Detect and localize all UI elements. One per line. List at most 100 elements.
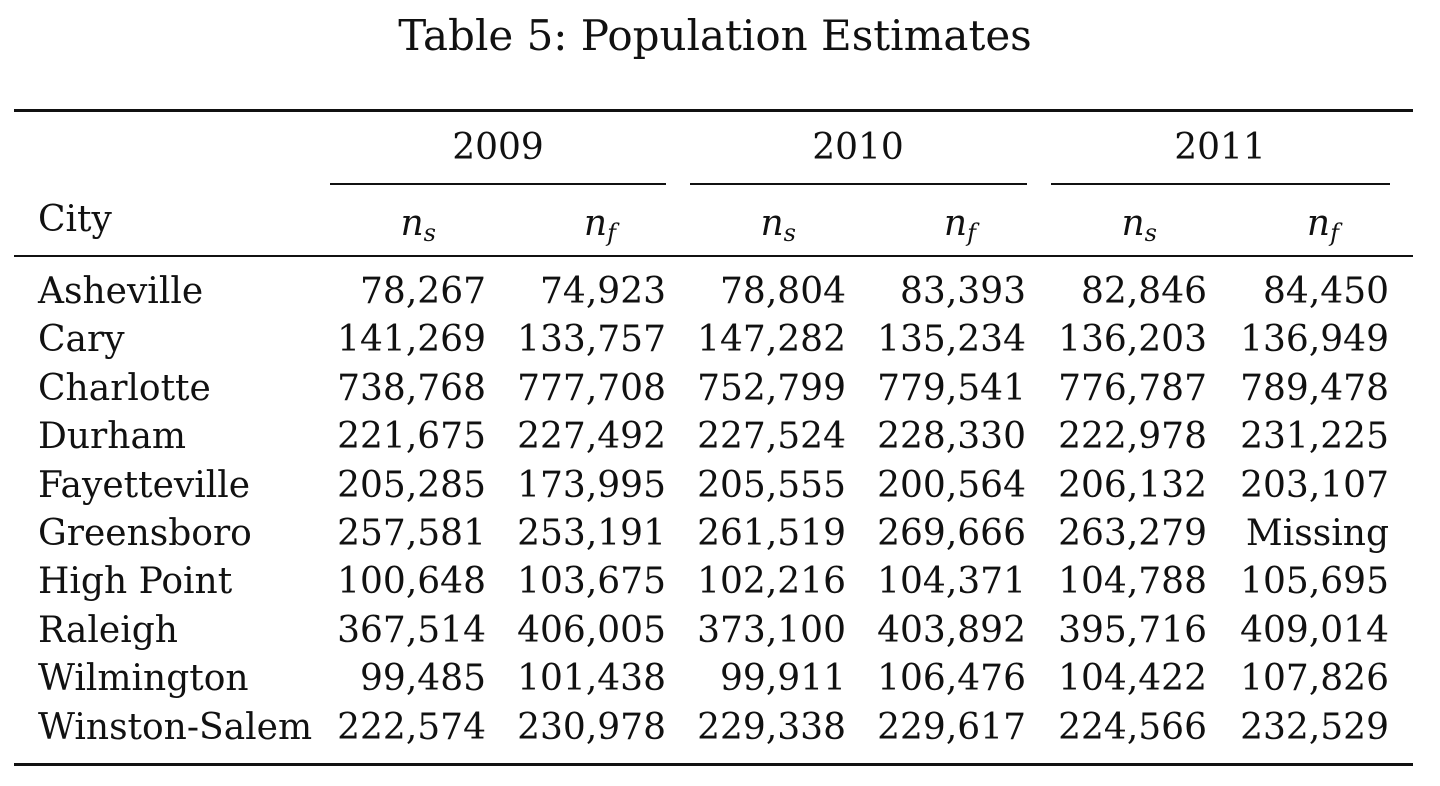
value-cell: 104,788 bbox=[1058, 561, 1207, 603]
variable-base: n bbox=[1306, 203, 1331, 244]
variable-subscript: f bbox=[607, 219, 616, 247]
header-rule bbox=[14, 255, 1413, 257]
value-cell: 777,708 bbox=[517, 367, 666, 409]
value-cell: 222,574 bbox=[337, 706, 486, 748]
value-cell: 206,132 bbox=[1058, 464, 1207, 506]
value-cell: 205,285 bbox=[337, 464, 486, 506]
value-cell: 78,267 bbox=[360, 271, 486, 312]
variable-header-n-s-2: ns bbox=[756, 202, 796, 246]
value-cell: 230,978 bbox=[517, 706, 666, 748]
value-cell: 102,216 bbox=[697, 561, 846, 603]
value-cell: 776,787 bbox=[1058, 367, 1207, 409]
variable-base: n bbox=[1121, 203, 1145, 244]
table-row: Durham 221,675 227,492 227,524 228,330 222,97… bbox=[0, 415, 1440, 463]
value-cell: 74,923 bbox=[540, 271, 666, 312]
table-row: Greensboro 257,581 253,191 261,519 269,666 26… bbox=[0, 512, 1440, 560]
value-cell: 227,524 bbox=[697, 416, 846, 458]
value-cell: 738,768 bbox=[337, 367, 486, 409]
value-cell: 147,282 bbox=[697, 319, 846, 361]
value-cell: 83,393 bbox=[900, 271, 1026, 312]
value-cell: 373,100 bbox=[697, 609, 846, 651]
value-cell: 104,422 bbox=[1058, 658, 1207, 700]
value-cell: 203,107 bbox=[1240, 464, 1389, 506]
value-cell: 84,450 bbox=[1263, 271, 1389, 312]
value-cell: 224,566 bbox=[1058, 706, 1207, 748]
table-row: Fayetteville 205,285 173,995 205,555 200,564… bbox=[0, 464, 1440, 512]
value-cell: 135,234 bbox=[877, 319, 1026, 361]
city-name-cell: Greensboro bbox=[38, 513, 252, 554]
city-name-cell: Wilmington bbox=[38, 658, 249, 700]
year-underline-2011 bbox=[1051, 183, 1390, 185]
table-row: Cary 141,269 133,757 147,282 135,234 136,203 1… bbox=[0, 318, 1440, 366]
value-cell: 105,695 bbox=[1240, 561, 1389, 603]
value-cell: 173,995 bbox=[517, 464, 666, 506]
value-cell: 403,892 bbox=[877, 609, 1026, 651]
table-row: High Point 100,648 103,675 102,216 104,371 10… bbox=[0, 560, 1440, 608]
table-row: Asheville 78,267 74,923 78,804 83,393 82,846 8… bbox=[0, 270, 1440, 318]
variable-header-n-s-0: ns bbox=[396, 202, 436, 246]
value-cell: 263,279 bbox=[1058, 513, 1207, 554]
value-cell: 99,911 bbox=[720, 658, 846, 700]
city-name-cell: High Point bbox=[38, 561, 233, 603]
city-name-cell: Asheville bbox=[38, 271, 204, 312]
city-name-cell: Winston-Salem bbox=[38, 706, 313, 748]
value-cell: 133,757 bbox=[517, 319, 666, 361]
top-rule bbox=[14, 109, 1413, 112]
variable-base: n bbox=[760, 203, 784, 244]
variable-subscript: f bbox=[1330, 219, 1339, 247]
value-cell: Missing bbox=[1245, 513, 1389, 554]
value-cell: 367,514 bbox=[337, 609, 486, 651]
year-underline-2010 bbox=[690, 183, 1027, 185]
value-cell: 141,269 bbox=[337, 319, 486, 361]
city-name-cell: Charlotte bbox=[38, 367, 211, 409]
value-cell: 231,225 bbox=[1240, 416, 1389, 458]
value-cell: 406,005 bbox=[517, 609, 666, 651]
value-cell: 227,492 bbox=[517, 416, 666, 458]
value-cell: 232,529 bbox=[1240, 706, 1389, 748]
value-cell: 107,826 bbox=[1240, 658, 1389, 700]
table-caption: Table 5: Population Estimates bbox=[398, 11, 1032, 60]
variable-base: n bbox=[583, 203, 608, 244]
value-cell: 395,716 bbox=[1058, 609, 1207, 651]
bottom-rule bbox=[14, 763, 1413, 766]
value-cell: 253,191 bbox=[517, 513, 666, 554]
variable-header-n-s-4: ns bbox=[1117, 202, 1157, 246]
variable-header-n-f-3: nf bbox=[936, 202, 976, 246]
value-cell: 229,338 bbox=[697, 706, 846, 748]
city-name-cell: Cary bbox=[38, 319, 125, 361]
value-cell: 100,648 bbox=[337, 561, 486, 603]
table-row: Winston-Salem 222,574 230,978 229,338 229,61… bbox=[0, 706, 1440, 754]
value-cell: 409,014 bbox=[1240, 609, 1389, 651]
value-cell: 789,478 bbox=[1240, 367, 1389, 409]
value-cell: 101,438 bbox=[517, 658, 666, 700]
value-cell: 103,675 bbox=[517, 561, 666, 603]
table-row: Wilmington 99,485 101,438 99,911 106,476 104,… bbox=[0, 657, 1440, 705]
value-cell: 779,541 bbox=[877, 367, 1026, 409]
variable-subscript: s bbox=[423, 219, 436, 247]
value-cell: 221,675 bbox=[337, 416, 486, 458]
value-cell: 222,978 bbox=[1058, 416, 1207, 458]
variable-subscript: f bbox=[967, 219, 976, 247]
value-cell: 261,519 bbox=[697, 513, 846, 554]
variable-subscript: s bbox=[1144, 219, 1157, 247]
variable-header-n-f-5: nf bbox=[1299, 202, 1339, 246]
value-cell: 99,485 bbox=[360, 658, 486, 700]
city-name-cell: Durham bbox=[38, 416, 187, 458]
value-cell: 136,949 bbox=[1240, 319, 1389, 361]
variable-subscript: s bbox=[783, 219, 796, 247]
value-cell: 104,371 bbox=[877, 561, 1026, 603]
value-cell: 228,330 bbox=[877, 416, 1026, 458]
value-cell: 106,476 bbox=[877, 658, 1026, 700]
value-cell: 205,555 bbox=[697, 464, 846, 506]
value-cell: 269,666 bbox=[877, 513, 1026, 554]
value-cell: 136,203 bbox=[1058, 319, 1207, 361]
value-cell: 257,581 bbox=[337, 513, 486, 554]
year-header-2011: 2011 bbox=[1174, 127, 1266, 168]
variable-header-n-f-1: nf bbox=[576, 202, 616, 246]
table-row: Raleigh 367,514 406,005 373,100 403,892 395,7… bbox=[0, 609, 1440, 657]
value-cell: 229,617 bbox=[877, 706, 1026, 748]
variable-base: n bbox=[400, 203, 424, 244]
city-name-cell: Raleigh bbox=[38, 609, 178, 651]
year-header-2009: 2009 bbox=[452, 127, 544, 168]
table-row: Charlotte 738,768 777,708 752,799 779,541 776… bbox=[0, 367, 1440, 415]
